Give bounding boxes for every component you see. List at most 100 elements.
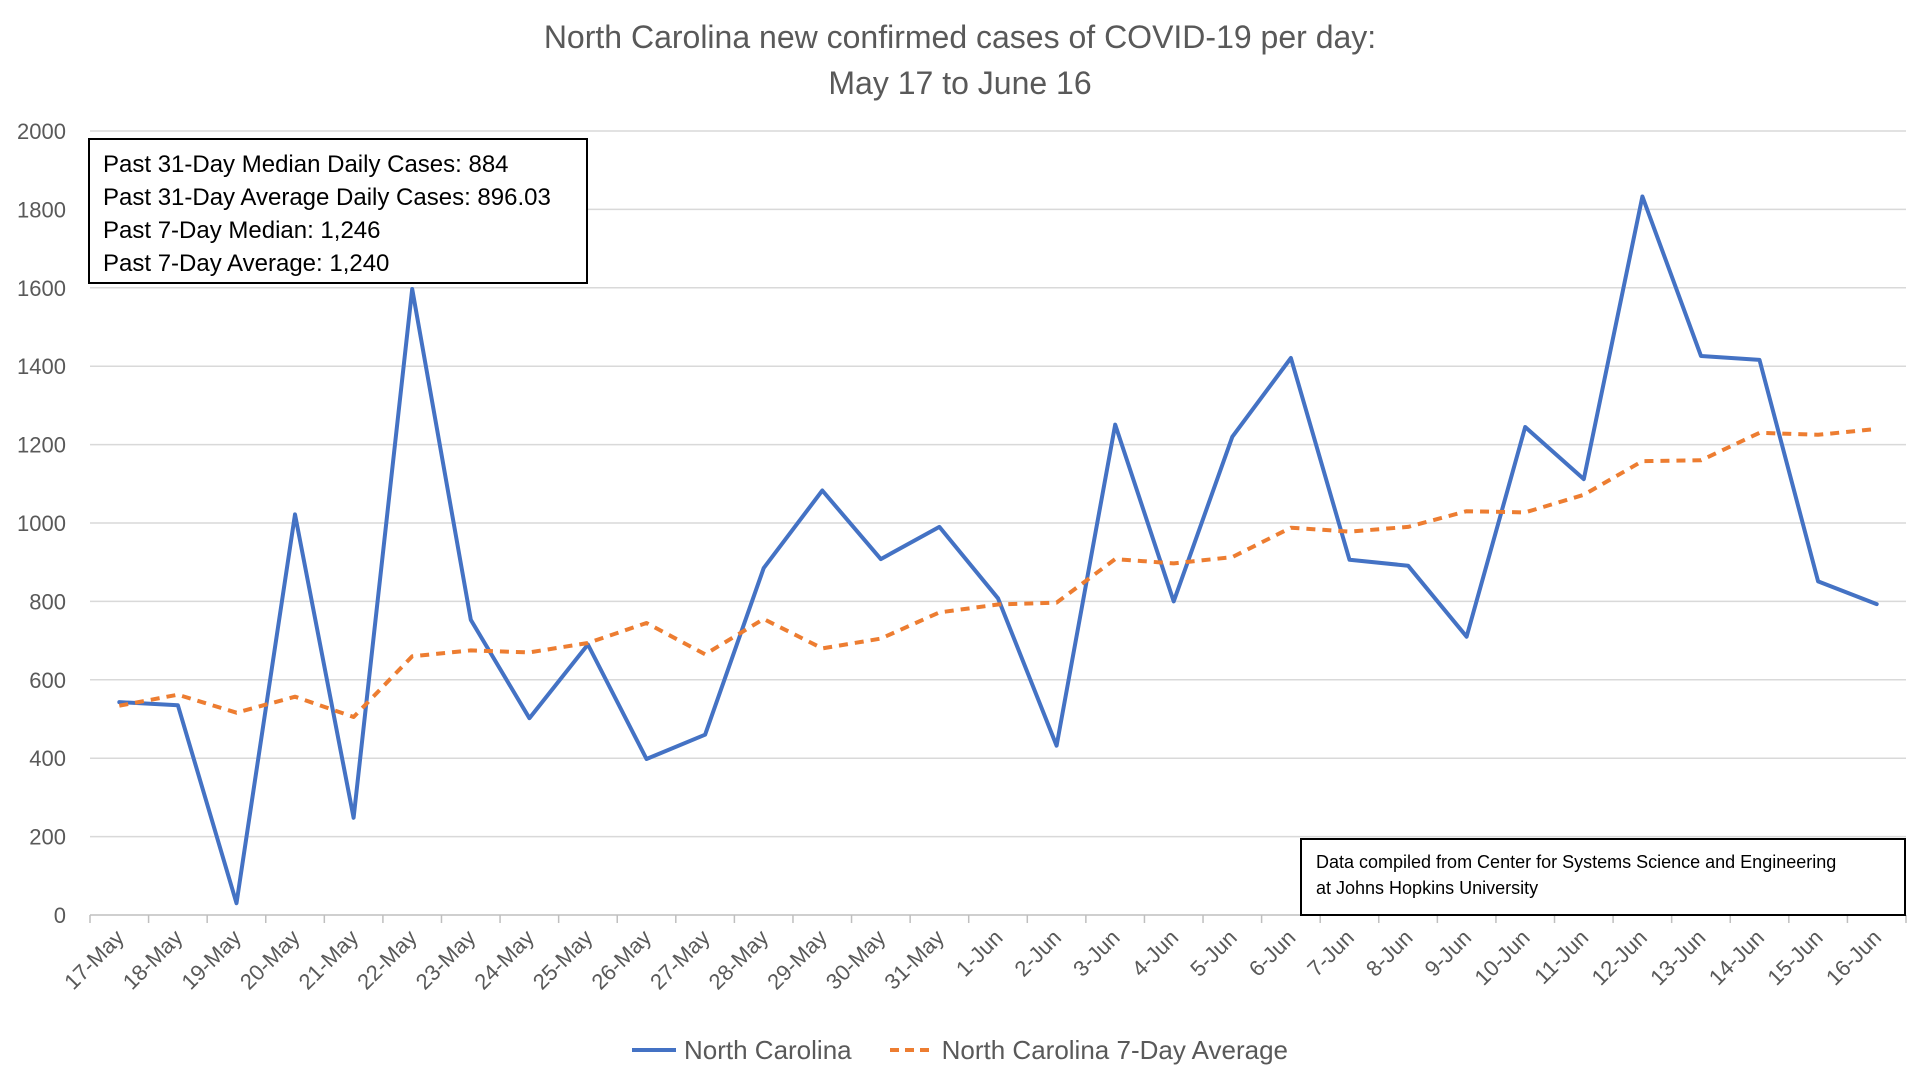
- data-point-north-carolina: [1465, 635, 1469, 639]
- data-point-north-carolina: [820, 488, 824, 492]
- data-point-north-carolina: [1289, 356, 1293, 360]
- x-tick-label: 31-May: [879, 925, 949, 995]
- x-tick-label: 17-May: [59, 925, 129, 995]
- y-tick-label: 2000: [17, 119, 66, 144]
- y-tick-label: 1000: [17, 511, 66, 536]
- x-tick-label: 26-May: [587, 925, 657, 995]
- x-tick-label: 30-May: [821, 925, 891, 995]
- legend-label-north-carolina: North Carolina: [683, 1034, 852, 1065]
- source-line-1: Data compiled from Center for Systems Sc…: [1316, 852, 1837, 872]
- data-point-north-carolina: [234, 901, 238, 905]
- data-point-north-carolina: [1172, 599, 1176, 603]
- x-tick-label: 15-Jun: [1762, 925, 1827, 990]
- y-tick-label: 1400: [17, 354, 66, 379]
- gridlines: [90, 130, 1906, 838]
- data-point-7-day-average: [586, 641, 590, 645]
- data-point-7-day-average: [1230, 555, 1234, 559]
- data-point-north-carolina: [1582, 477, 1586, 481]
- data-point-7-day-average: [1816, 433, 1820, 437]
- data-point-7-day-average: [527, 650, 531, 654]
- legend: North Carolina North Carolina 7-Day Aver…: [0, 1032, 1920, 1068]
- data-point-north-carolina: [645, 757, 649, 761]
- data-point-7-day-average: [645, 621, 649, 625]
- data-point-north-carolina: [879, 557, 883, 561]
- x-tick-label: 22-May: [352, 925, 422, 995]
- x-tick-label: 8-Jun: [1361, 925, 1418, 982]
- x-tick-label: 13-Jun: [1645, 925, 1710, 990]
- data-point-north-carolina: [1230, 435, 1234, 439]
- x-tick-label: 21-May: [294, 925, 364, 995]
- x-tick-label: 23-May: [411, 925, 481, 995]
- legend-item-7-day-average: North Carolina 7-Day Average: [889, 1034, 1288, 1066]
- x-tick-label: 11-Jun: [1529, 925, 1593, 989]
- data-point-7-day-average: [879, 637, 883, 641]
- data-point-7-day-average: [1875, 427, 1879, 431]
- stats-annotation-box: Past 31-Day Median Daily Cases: 884 Past…: [88, 138, 588, 284]
- x-tick-label: 5-Jun: [1185, 925, 1242, 982]
- data-point-7-day-average: [820, 646, 824, 650]
- data-point-north-carolina: [469, 618, 473, 622]
- x-tick-label: 10-Jun: [1470, 925, 1535, 990]
- chart-title-line-2: May 17 to June 16: [828, 65, 1092, 101]
- data-point-7-day-average: [1582, 493, 1586, 497]
- data-point-north-carolina: [176, 703, 180, 707]
- data-point-north-carolina: [1113, 423, 1117, 427]
- data-point-north-carolina: [527, 716, 531, 720]
- data-point-north-carolina: [1875, 602, 1879, 606]
- y-tick-label: 800: [29, 589, 66, 614]
- y-tick-label: 0: [54, 903, 66, 928]
- data-point-north-carolina: [937, 525, 941, 529]
- data-point-north-carolina: [1640, 194, 1644, 198]
- data-point-north-carolina: [1816, 579, 1820, 583]
- x-axis: 17-May18-May19-May20-May21-May22-May23-M…: [59, 914, 1907, 995]
- data-point-north-carolina: [1406, 564, 1410, 568]
- data-point-north-carolina: [352, 816, 356, 820]
- legend-label-7-day-average: North Carolina 7-Day Average: [941, 1034, 1288, 1065]
- series-line-north-carolina: [117, 194, 1879, 906]
- stat-7-day-average: Past 7-Day Average: 1,240: [103, 250, 390, 277]
- chart-title-line-1: North Carolina new confirmed cases of CO…: [543, 19, 1377, 55]
- data-point-north-carolina: [1347, 558, 1351, 562]
- source-line-2: at Johns Hopkins University: [1316, 878, 1539, 898]
- data-point-7-day-average: [469, 648, 473, 652]
- data-point-7-day-average: [352, 715, 356, 719]
- data-point-7-day-average: [1699, 458, 1703, 462]
- x-tick-label: 9-Jun: [1420, 925, 1477, 982]
- legend-swatch-dashed: [889, 1048, 934, 1052]
- data-point-7-day-average: [1172, 561, 1176, 565]
- data-point-7-day-average: [293, 695, 297, 699]
- y-tick-label: 200: [29, 825, 66, 850]
- data-point-7-day-average: [1758, 431, 1762, 435]
- x-tick-label: 27-May: [645, 925, 715, 995]
- data-point-north-carolina: [410, 287, 414, 291]
- x-tick-label: 14-Jun: [1704, 925, 1769, 990]
- x-tick-label: 28-May: [704, 925, 774, 995]
- data-point-north-carolina: [762, 566, 766, 570]
- x-tick-label: 25-May: [528, 925, 598, 995]
- x-tick-label: 6-Jun: [1244, 925, 1301, 982]
- x-tick-label: 19-May: [176, 925, 246, 995]
- data-point-7-day-average: [410, 654, 414, 658]
- x-tick-label: 2-Jun: [1010, 925, 1067, 982]
- y-tick-label: 1600: [17, 276, 66, 301]
- x-tick-label: 1-Jun: [951, 925, 1008, 982]
- data-point-north-carolina: [1055, 744, 1059, 748]
- data-point-7-day-average: [117, 704, 121, 708]
- y-axis-ticks: 0 200 400 600 800 1000 1200 1400 1600 1800 2000: [17, 119, 66, 928]
- data-point-7-day-average: [996, 603, 1000, 607]
- data-point-7-day-average: [1523, 510, 1527, 514]
- data-point-north-carolina: [1699, 354, 1703, 358]
- x-tick-label: 16-Jun: [1821, 925, 1886, 990]
- data-point-7-day-average: [234, 711, 238, 715]
- data-point-north-carolina: [703, 733, 707, 737]
- data-point-7-day-average: [1640, 459, 1644, 463]
- chart-title: North Carolina new confirmed cases of CO…: [0, 14, 1920, 106]
- data-point-7-day-average: [1347, 530, 1351, 534]
- y-tick-label: 400: [29, 746, 66, 771]
- data-point-7-day-average: [1113, 557, 1117, 561]
- series-lines: [117, 194, 1879, 906]
- y-tick-label: 600: [29, 668, 66, 693]
- x-tick-label: 3-Jun: [1068, 925, 1125, 982]
- x-tick-label: 20-May: [235, 925, 305, 995]
